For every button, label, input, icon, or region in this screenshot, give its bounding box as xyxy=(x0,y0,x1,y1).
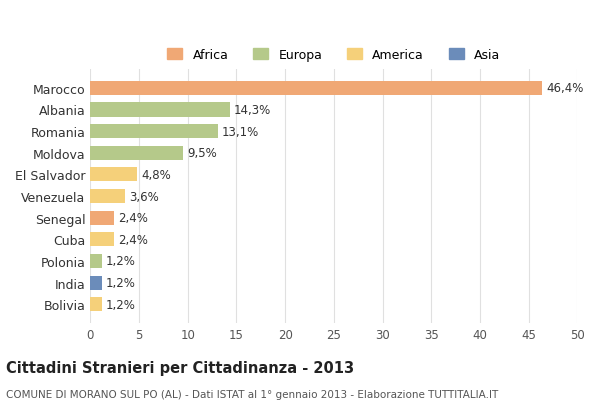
Text: COMUNE DI MORANO SUL PO (AL) - Dati ISTAT al 1° gennaio 2013 - Elaborazione TUTT: COMUNE DI MORANO SUL PO (AL) - Dati ISTA… xyxy=(6,389,498,399)
Text: 46,4%: 46,4% xyxy=(546,82,584,95)
Bar xyxy=(91,297,102,312)
Text: 14,3%: 14,3% xyxy=(233,104,271,117)
Bar xyxy=(91,254,102,268)
Text: Cittadini Stranieri per Cittadinanza - 2013: Cittadini Stranieri per Cittadinanza - 2… xyxy=(6,360,354,375)
Text: 2,4%: 2,4% xyxy=(118,212,148,225)
Text: 1,2%: 1,2% xyxy=(106,276,136,290)
Text: 9,5%: 9,5% xyxy=(187,147,217,160)
Text: 2,4%: 2,4% xyxy=(118,233,148,246)
Legend: Africa, Europa, America, Asia: Africa, Europa, America, Asia xyxy=(163,43,505,66)
Bar xyxy=(91,125,218,139)
Bar xyxy=(91,168,137,182)
Bar xyxy=(91,82,542,96)
Text: 1,2%: 1,2% xyxy=(106,255,136,268)
Bar xyxy=(91,233,114,247)
Bar xyxy=(91,146,183,160)
Text: 3,6%: 3,6% xyxy=(130,190,159,203)
Bar xyxy=(91,276,102,290)
Bar xyxy=(91,103,230,117)
Text: 1,2%: 1,2% xyxy=(106,298,136,311)
Text: 13,1%: 13,1% xyxy=(222,125,259,138)
Bar xyxy=(91,189,125,204)
Text: 4,8%: 4,8% xyxy=(141,169,171,182)
Bar xyxy=(91,211,114,225)
